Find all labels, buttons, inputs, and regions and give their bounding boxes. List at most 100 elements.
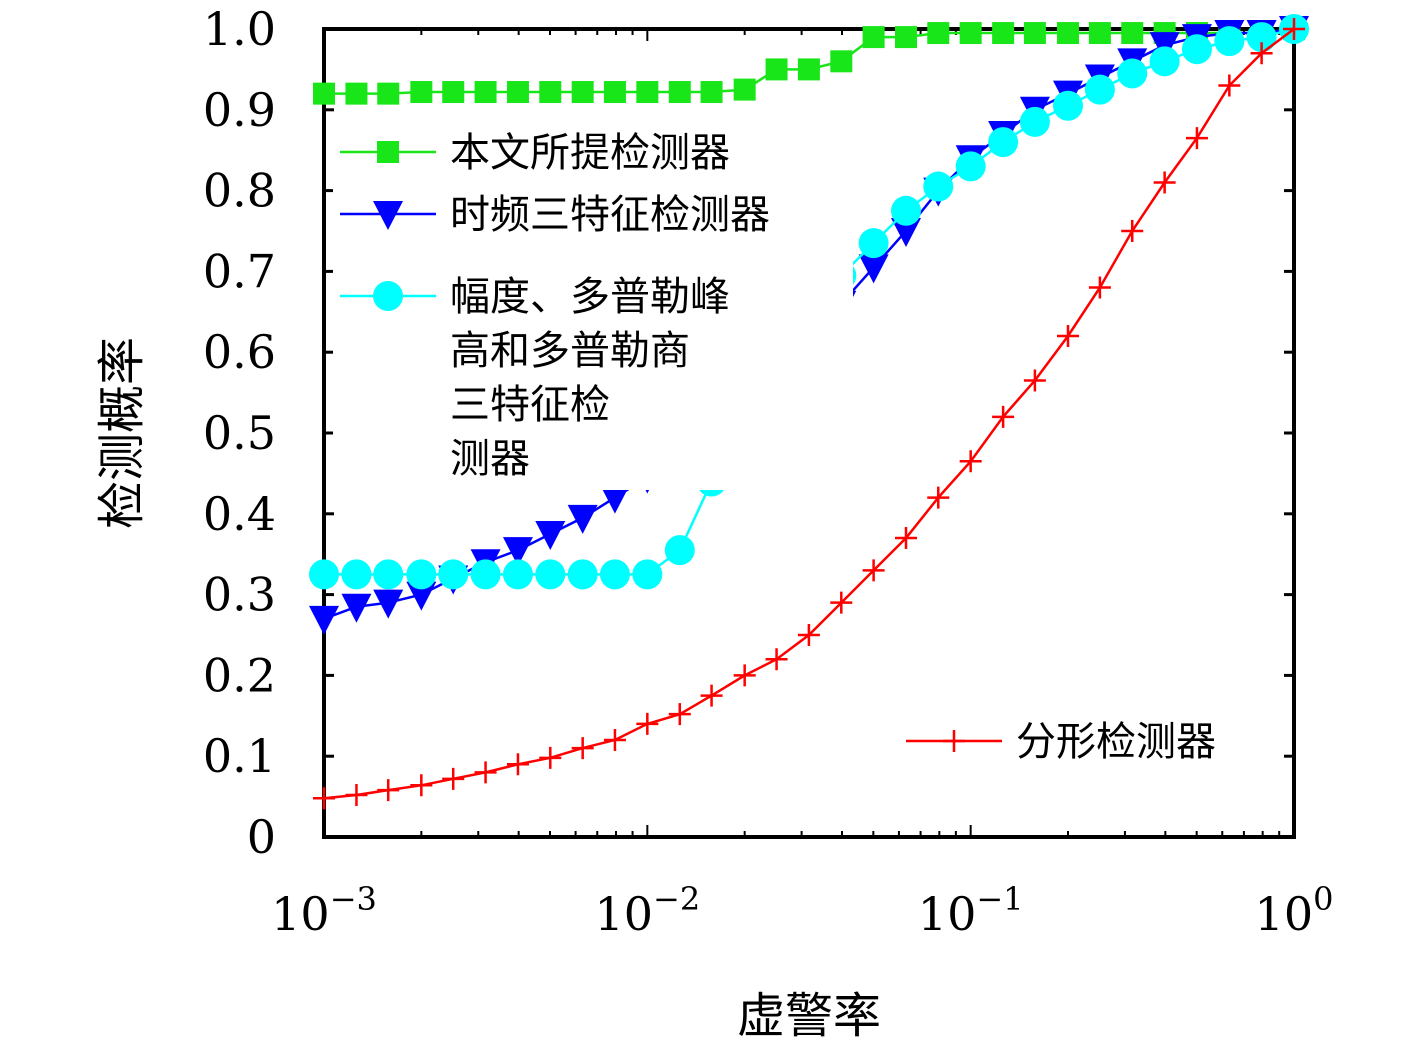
triangle-down-marker bbox=[502, 537, 533, 567]
y-tick-label: 0.2 bbox=[203, 648, 276, 702]
circle-marker bbox=[502, 559, 533, 590]
circle-marker bbox=[923, 171, 954, 202]
legend-label: 三特征检 bbox=[450, 382, 610, 428]
circle-marker bbox=[406, 559, 437, 590]
plus-marker bbox=[1057, 325, 1079, 348]
circle-marker bbox=[341, 559, 372, 590]
y-tick-label: 0 bbox=[247, 810, 276, 864]
square-marker bbox=[442, 81, 465, 104]
triangle-down-marker bbox=[567, 504, 598, 534]
legend-entry: 时频三特征检测器 bbox=[340, 192, 770, 238]
circle-marker bbox=[470, 559, 501, 590]
y-tick-label: 0.7 bbox=[203, 244, 276, 298]
series-layer bbox=[309, 14, 1309, 810]
plus-marker bbox=[636, 712, 659, 735]
circle-marker bbox=[664, 535, 695, 566]
circle-marker bbox=[1117, 58, 1148, 89]
circle-marker bbox=[988, 127, 1019, 158]
circle-marker bbox=[438, 559, 469, 590]
plus-marker bbox=[377, 779, 400, 802]
square-marker bbox=[345, 82, 368, 105]
circle-marker bbox=[632, 559, 663, 590]
circle-marker bbox=[955, 151, 986, 182]
plus-marker bbox=[1283, 18, 1305, 40]
circle-marker bbox=[891, 195, 922, 226]
square-marker bbox=[506, 81, 529, 104]
square-marker bbox=[700, 81, 723, 104]
x-axis-title: 虚警率 bbox=[737, 988, 881, 1044]
plus-marker bbox=[927, 486, 950, 509]
y-axis-title: 检测概率 bbox=[94, 337, 150, 529]
plus-marker bbox=[700, 684, 723, 707]
plus-marker bbox=[943, 730, 965, 752]
x-tick-label: 10−1 bbox=[918, 880, 1024, 941]
plus-marker bbox=[410, 774, 433, 797]
plus-marker bbox=[765, 648, 788, 671]
circle-marker bbox=[567, 559, 598, 590]
x-tick-label: 100 bbox=[1255, 880, 1334, 941]
square-marker bbox=[862, 26, 885, 49]
square-marker bbox=[474, 81, 497, 104]
square-marker bbox=[830, 50, 853, 73]
square-marker bbox=[668, 81, 691, 104]
square-marker bbox=[1088, 22, 1111, 45]
y-tick-label: 0.3 bbox=[203, 568, 276, 622]
square-marker bbox=[765, 58, 788, 81]
plus-marker bbox=[733, 664, 756, 687]
triangle-down-marker bbox=[599, 484, 630, 514]
circle-marker bbox=[1246, 22, 1277, 53]
legend-background bbox=[333, 120, 853, 490]
legend-label: 测器 bbox=[450, 436, 530, 482]
plus-marker bbox=[862, 559, 885, 582]
legend-label: 分形检测器 bbox=[1016, 719, 1216, 765]
legend-label: 时频三特征检测器 bbox=[450, 192, 770, 238]
square-marker bbox=[571, 81, 594, 104]
square-marker bbox=[895, 26, 918, 49]
legend-entry: 本文所提检测器 bbox=[340, 130, 730, 176]
square-marker bbox=[539, 81, 562, 104]
square-marker bbox=[959, 22, 982, 45]
plus-marker bbox=[992, 405, 1015, 428]
y-tick-label: 0.5 bbox=[203, 406, 276, 460]
plus-marker bbox=[474, 761, 497, 784]
plus-marker bbox=[1088, 276, 1111, 299]
plus-marker bbox=[959, 450, 982, 473]
triangle-down-marker bbox=[858, 254, 889, 284]
y-tick-label: 1.0 bbox=[203, 2, 276, 56]
triangle-down-marker bbox=[406, 581, 437, 611]
plus-marker bbox=[797, 624, 820, 646]
square-marker bbox=[992, 22, 1015, 45]
plus-marker bbox=[1121, 220, 1144, 242]
circle-marker bbox=[373, 281, 403, 311]
square-marker bbox=[603, 81, 626, 104]
triangle-down-marker bbox=[341, 593, 372, 623]
square-marker bbox=[377, 82, 400, 105]
square-marker bbox=[313, 82, 335, 105]
plus-marker bbox=[668, 703, 691, 726]
circle-marker bbox=[1214, 26, 1245, 57]
square-marker bbox=[927, 22, 950, 45]
x-tick-label: 10−2 bbox=[594, 880, 700, 941]
circle-marker bbox=[858, 228, 889, 259]
square-marker bbox=[797, 58, 820, 81]
square-marker bbox=[1023, 22, 1046, 45]
triangle-down-marker bbox=[373, 201, 403, 230]
plus-marker bbox=[345, 783, 368, 806]
y-tick-label: 0.9 bbox=[203, 83, 276, 137]
triangle-down-marker bbox=[535, 521, 566, 550]
circle-marker bbox=[1052, 90, 1083, 121]
circle-marker bbox=[1084, 74, 1115, 105]
plus-marker bbox=[1023, 369, 1046, 392]
plus-marker bbox=[603, 729, 626, 752]
plus-marker bbox=[1153, 171, 1176, 194]
square-marker bbox=[1121, 22, 1144, 45]
plus-marker bbox=[1185, 127, 1208, 150]
square-marker bbox=[1056, 22, 1079, 45]
legend-lower: 分形检测器 bbox=[900, 708, 1280, 776]
y-tick-label: 0.8 bbox=[203, 164, 276, 218]
square-marker bbox=[377, 141, 399, 163]
square-marker bbox=[410, 81, 433, 104]
